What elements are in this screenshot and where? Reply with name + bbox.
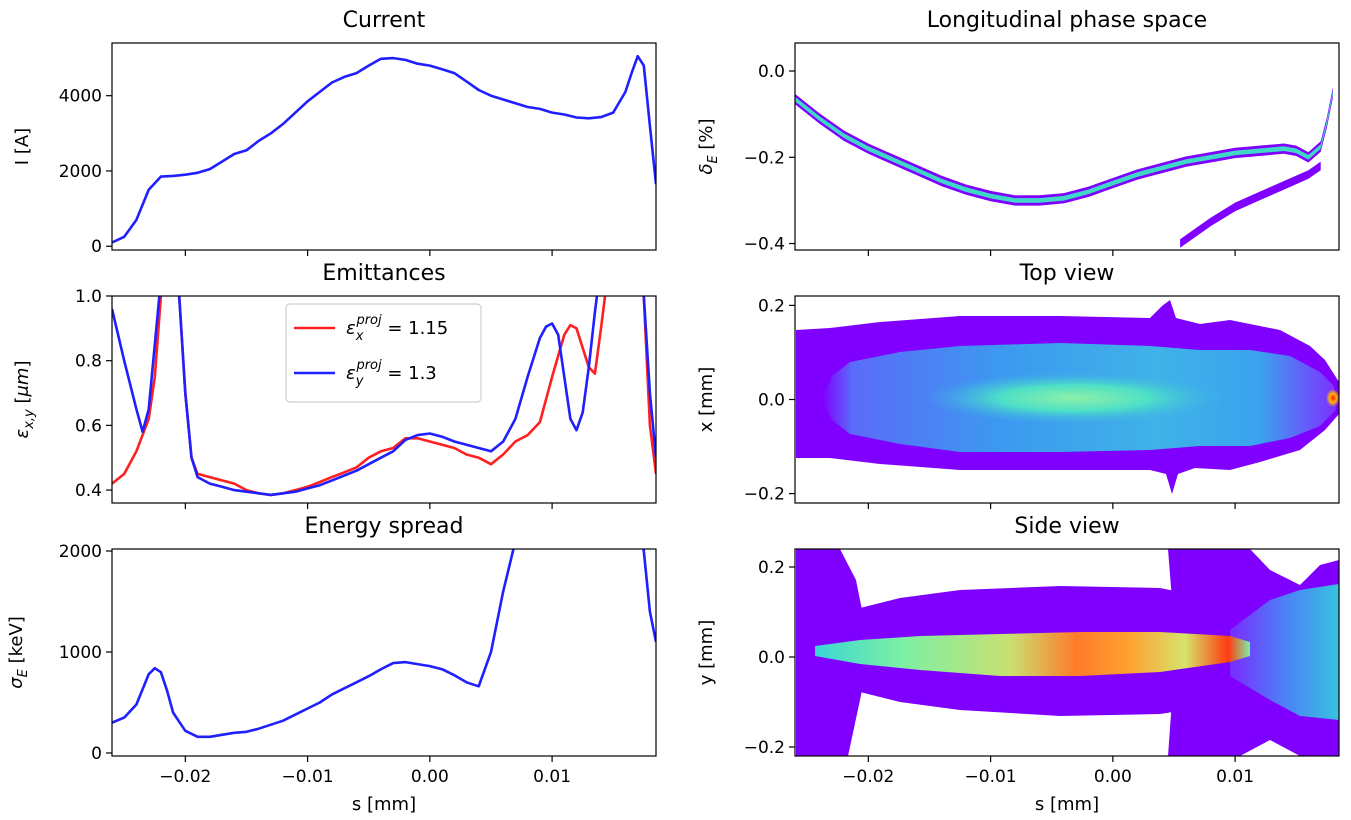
energy-spread-ylabel: σE [keV] (6, 616, 31, 689)
xtick-label: −0.02 (842, 767, 894, 787)
xtick-label: −0.01 (965, 767, 1017, 787)
lps-main-band-halo (795, 87, 1333, 206)
top-view-core (925, 372, 1225, 424)
current-plot: Current I [A] 0 2000 4000 (12, 8, 657, 257)
current-series-0 (112, 54, 656, 244)
emittances-title: Emittances (322, 261, 445, 286)
top-view-ylabel: x [mm] (696, 367, 717, 433)
side-view-plot: Side view y [mm] s [mm] −0.02 −0.01 0.00 0.… (696, 514, 1340, 815)
longitudinal-phase-space-plot: Longitudinal phase space δE [%] 0.0 −0.2 −… (696, 8, 1340, 256)
energy-spread-plot: Energy spread σE [keV] s [mm] −0.02 −0.01… (6, 514, 657, 815)
side-view-ylabel: y [mm] (696, 620, 717, 686)
ytick-label: 1.0 (75, 287, 102, 307)
ytick-label: 0.4 (75, 481, 102, 501)
legend-label-epsx: εxproj = 1.15 (346, 313, 448, 344)
xtick-label: 0.00 (411, 767, 449, 787)
ytick-label: 4000 (59, 87, 102, 107)
ytick-label: −0.2 (744, 738, 785, 758)
side-view-tail-body (1230, 584, 1339, 720)
energy-spread-title: Energy spread (305, 514, 464, 539)
xtick-label: 0.01 (533, 767, 571, 787)
lps-ylabel: δE [%] (696, 118, 721, 174)
ytick-label: 2000 (59, 162, 102, 182)
xtick-label: 0.01 (1216, 767, 1254, 787)
emittances-plot: Emittances εx,y [μm] 0.4 0.6 0.8 1.0 εxproj… (12, 261, 657, 509)
energy-spread-series-0 (112, 549, 656, 739)
current-ylabel: I [A] (12, 128, 33, 165)
ytick-label: 0.0 (758, 62, 785, 82)
lps-title: Longitudinal phase space (927, 8, 1207, 33)
ytick-label: −0.2 (744, 485, 785, 505)
top-view-title: Top view (1019, 261, 1115, 286)
energy-spread-xlabel: s [mm] (352, 794, 416, 815)
ytick-label: 1000 (59, 643, 102, 663)
side-view-title: Side view (1014, 514, 1119, 539)
xtick-label: 0.00 (1094, 767, 1132, 787)
current-title: Current (343, 8, 426, 33)
side-view-core (815, 632, 1250, 676)
ytick-label: 0 (91, 744, 102, 764)
xtick-label: −0.02 (159, 767, 211, 787)
ytick-label: 0.8 (75, 352, 102, 372)
legend-label-epsy: εyproj = 1.3 (346, 358, 437, 389)
ytick-label: 0 (91, 237, 102, 257)
lps-main-band-core (795, 90, 1333, 203)
ytick-label: 0.0 (758, 391, 785, 411)
ytick-label: 0.2 (758, 558, 785, 578)
ytick-label: 0.2 (758, 296, 785, 316)
xtick-label: −0.01 (282, 767, 334, 787)
emittances-series-1 (112, 296, 656, 497)
top-view-density (796, 300, 1339, 494)
lps-lower-branch (1180, 161, 1321, 248)
emittances-legend: εxproj = 1.15 εyproj = 1.3 (285, 303, 482, 403)
side-view-density (796, 549, 1339, 756)
ytick-label: −0.2 (744, 148, 785, 168)
ytick-label: 0.6 (75, 416, 102, 436)
ytick-label: 0.0 (758, 648, 785, 668)
top-view-hotspot (1326, 389, 1339, 407)
emittances-ylabel: εx,y [μm] (12, 360, 37, 438)
top-view-plot: Top view x [mm] 0.2 0.0 −0.2 (696, 261, 1340, 509)
ytick-label: −0.4 (744, 235, 785, 255)
side-view-xlabel: s [mm] (1035, 794, 1099, 815)
ytick-label: 2000 (59, 542, 102, 562)
